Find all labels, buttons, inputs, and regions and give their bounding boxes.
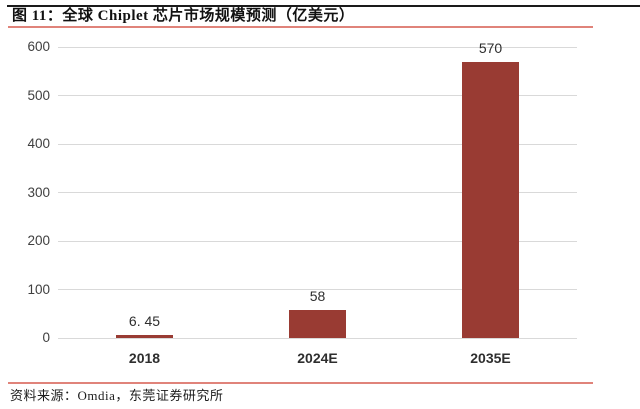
bar-chart: 0 100 200 300 400 500 600 6. 45 2018 58 2024E 570 20… [0,30,640,375]
y-axis-tick-label: 300 [27,184,50,200]
bar-2024E [289,309,346,338]
top-border-line [7,5,640,7]
y-axis-tick-label: 500 [27,87,50,103]
bar-2018 [116,334,173,338]
x-axis-label-2024E: 2024E [297,350,338,366]
y-axis-tick-label: 100 [27,281,50,297]
y-axis-tick-label: 400 [27,136,50,151]
gridline-y600 [58,46,577,48]
value-label-2018: 6. 45 [128,312,161,329]
gridline-y400 [58,143,577,145]
gridline-y100 [58,289,577,290]
gridline-y500 [58,95,577,96]
figure-title: 图 11：全球 Chiplet 芯片市场规模预测（亿美元） [12,8,355,24]
value-label-2024E: 58 [309,287,326,304]
y-axis-tick-label: 600 [27,39,50,54]
bar-2035E [462,61,519,338]
gridline-y0 [58,337,577,339]
gridline-y300 [58,192,577,193]
value-label-2035E: 570 [478,39,503,56]
source-text: 资料来源：Omdia，东莞证券研究所 [10,388,224,403]
x-axis-label-2018: 2018 [128,350,161,366]
x-axis-label-2035E: 2035E [470,350,511,366]
footer-separator-line [8,382,593,384]
gridline-y200 [58,240,577,242]
title-underline [8,26,593,28]
y-axis-tick-label: 200 [27,233,50,248]
y-axis-tick-label: 0 [42,330,50,345]
